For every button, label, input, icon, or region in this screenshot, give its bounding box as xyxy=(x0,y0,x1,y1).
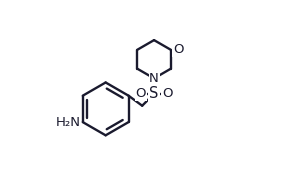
Text: N: N xyxy=(149,72,159,85)
Text: N: N xyxy=(149,72,159,85)
Text: O: O xyxy=(162,87,172,100)
Text: S: S xyxy=(149,86,159,101)
Text: O: O xyxy=(136,87,146,100)
Text: H₂N: H₂N xyxy=(55,116,81,129)
Text: N: N xyxy=(149,72,159,85)
Text: O: O xyxy=(173,43,183,56)
